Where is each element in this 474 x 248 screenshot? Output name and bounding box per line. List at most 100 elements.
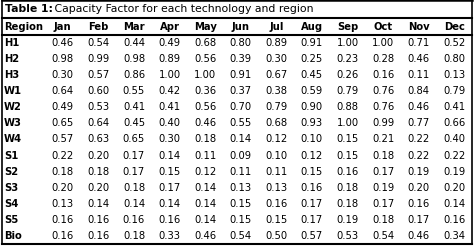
Bar xyxy=(2,228,472,244)
Text: 0.19: 0.19 xyxy=(408,167,430,177)
Text: 0.12: 0.12 xyxy=(194,167,216,177)
Text: 0.11: 0.11 xyxy=(229,167,252,177)
Text: 0.71: 0.71 xyxy=(408,38,430,48)
Text: 0.77: 0.77 xyxy=(408,119,430,128)
Text: 0.22: 0.22 xyxy=(408,134,430,145)
Text: 0.46: 0.46 xyxy=(408,54,430,64)
Text: Jul: Jul xyxy=(269,22,283,31)
Text: 0.14: 0.14 xyxy=(194,183,216,193)
Text: 0.22: 0.22 xyxy=(443,151,465,160)
Text: 0.15: 0.15 xyxy=(265,215,287,225)
Text: 0.57: 0.57 xyxy=(87,70,109,80)
Text: Aug: Aug xyxy=(301,22,323,31)
Text: 0.65: 0.65 xyxy=(52,119,74,128)
Text: 0.20: 0.20 xyxy=(52,183,74,193)
Text: 0.16: 0.16 xyxy=(265,199,287,209)
Text: 0.59: 0.59 xyxy=(301,86,323,96)
Text: 0.18: 0.18 xyxy=(372,151,394,160)
Text: 0.56: 0.56 xyxy=(194,102,216,112)
Text: 0.53: 0.53 xyxy=(337,231,358,241)
Text: 0.13: 0.13 xyxy=(443,70,465,80)
Text: Nov: Nov xyxy=(408,22,429,31)
Text: 0.16: 0.16 xyxy=(52,231,74,241)
Text: 0.17: 0.17 xyxy=(158,183,181,193)
Text: 0.46: 0.46 xyxy=(408,102,430,112)
Text: 0.40: 0.40 xyxy=(158,119,181,128)
Text: 0.19: 0.19 xyxy=(372,183,394,193)
Text: 0.16: 0.16 xyxy=(372,70,394,80)
Text: 0.41: 0.41 xyxy=(158,102,181,112)
Text: 0.14: 0.14 xyxy=(194,199,216,209)
Text: 0.18: 0.18 xyxy=(123,231,145,241)
Text: 0.22: 0.22 xyxy=(52,151,74,160)
Text: 0.20: 0.20 xyxy=(87,151,109,160)
Text: Dec: Dec xyxy=(444,22,465,31)
Text: 0.30: 0.30 xyxy=(52,70,74,80)
Text: 0.79: 0.79 xyxy=(443,86,465,96)
Bar xyxy=(2,0,472,18)
Text: 1.00: 1.00 xyxy=(337,119,358,128)
Text: 1.00: 1.00 xyxy=(337,38,358,48)
Text: 0.18: 0.18 xyxy=(194,134,216,145)
Text: Apr: Apr xyxy=(160,22,180,31)
Text: 0.54: 0.54 xyxy=(229,231,252,241)
Text: Oct: Oct xyxy=(374,22,392,31)
Bar xyxy=(2,115,472,131)
Text: 0.91: 0.91 xyxy=(301,38,323,48)
Text: 0.45: 0.45 xyxy=(301,70,323,80)
Text: 0.54: 0.54 xyxy=(372,231,394,241)
Text: 0.65: 0.65 xyxy=(123,134,145,145)
Bar xyxy=(2,51,472,67)
Text: 0.13: 0.13 xyxy=(229,183,252,193)
Text: 0.53: 0.53 xyxy=(87,102,109,112)
Text: 0.86: 0.86 xyxy=(123,70,145,80)
Text: 0.49: 0.49 xyxy=(52,102,74,112)
Text: 0.18: 0.18 xyxy=(372,215,394,225)
Text: 0.55: 0.55 xyxy=(123,86,145,96)
Text: Region: Region xyxy=(4,22,43,31)
Text: H3: H3 xyxy=(4,70,19,80)
Text: 0.16: 0.16 xyxy=(87,231,109,241)
Text: 0.34: 0.34 xyxy=(443,231,465,241)
Text: 0.41: 0.41 xyxy=(443,102,465,112)
Text: 0.99: 0.99 xyxy=(87,54,109,64)
Text: 0.91: 0.91 xyxy=(229,70,252,80)
Text: 0.20: 0.20 xyxy=(87,183,109,193)
Text: 0.38: 0.38 xyxy=(265,86,287,96)
Text: 0.26: 0.26 xyxy=(337,70,359,80)
Text: 0.19: 0.19 xyxy=(337,215,359,225)
Text: 0.13: 0.13 xyxy=(265,183,287,193)
Text: 0.64: 0.64 xyxy=(87,119,109,128)
Text: 0.70: 0.70 xyxy=(229,102,252,112)
Text: Jun: Jun xyxy=(232,22,250,31)
Text: 0.18: 0.18 xyxy=(123,183,145,193)
Text: 0.14: 0.14 xyxy=(158,199,181,209)
Text: 0.33: 0.33 xyxy=(158,231,181,241)
Text: 0.17: 0.17 xyxy=(372,167,394,177)
Bar xyxy=(2,148,472,164)
Text: 0.20: 0.20 xyxy=(443,183,465,193)
Text: 0.16: 0.16 xyxy=(87,215,109,225)
Text: 0.79: 0.79 xyxy=(265,102,287,112)
Text: H1: H1 xyxy=(4,38,19,48)
Text: 0.57: 0.57 xyxy=(52,134,74,145)
Text: 0.63: 0.63 xyxy=(87,134,109,145)
Text: May: May xyxy=(194,22,217,31)
Text: H2: H2 xyxy=(4,54,19,64)
Text: 0.16: 0.16 xyxy=(158,215,181,225)
Text: 0.10: 0.10 xyxy=(301,134,323,145)
Bar xyxy=(2,164,472,180)
Text: 0.14: 0.14 xyxy=(194,215,216,225)
Text: 0.17: 0.17 xyxy=(301,199,323,209)
Text: 0.39: 0.39 xyxy=(229,54,252,64)
Text: Mar: Mar xyxy=(123,22,145,31)
Bar xyxy=(2,35,472,51)
Text: 0.99: 0.99 xyxy=(372,119,394,128)
Text: 0.15: 0.15 xyxy=(229,199,252,209)
Text: 0.89: 0.89 xyxy=(158,54,181,64)
Text: 0.17: 0.17 xyxy=(123,167,145,177)
Text: Sep: Sep xyxy=(337,22,358,31)
Text: W4: W4 xyxy=(4,134,22,145)
Text: 0.18: 0.18 xyxy=(337,183,358,193)
Text: 0.56: 0.56 xyxy=(194,54,216,64)
